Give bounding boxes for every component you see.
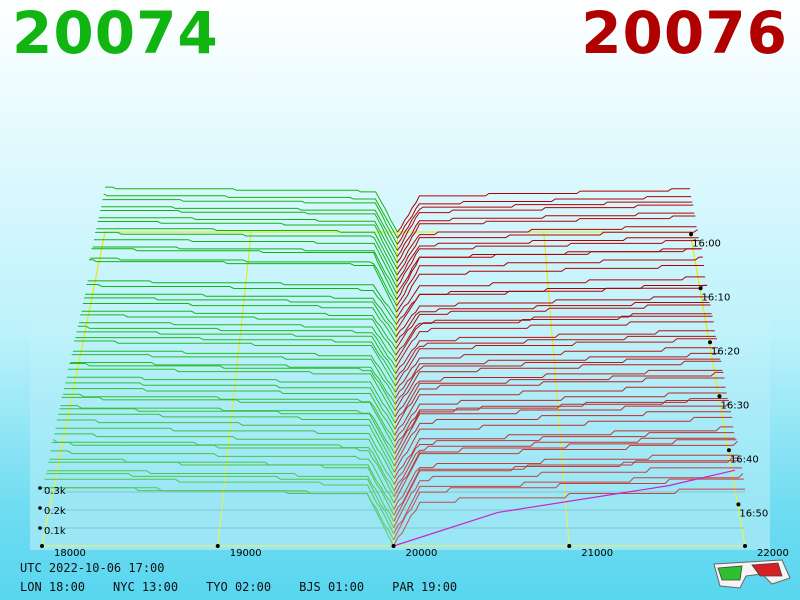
time-tick-marker [736,502,741,507]
bid-price: 20074 [12,0,219,67]
price-tick-label: 21000 [581,548,613,559]
time-tick-label: 16:20 [711,346,740,357]
bid-depth-line [88,259,397,313]
time-tick-label: 16:00 [692,238,721,249]
bid-depth-line [93,239,398,288]
bid-depth-line [102,199,398,245]
price-tick-marker [743,544,747,548]
time-tick-label: 16:10 [702,292,731,303]
ask-depth-line [396,212,695,257]
bid-depth-line [91,248,398,300]
bid-depth-line [98,217,398,264]
clock-nyc: NYC 13:00 [113,580,179,594]
clock-tyo: TYO 02:00 [206,580,272,594]
volume-tick-label: 0.3k [44,486,66,497]
bid-depth-line [100,210,398,257]
ask-depth-line [396,229,698,276]
ask-depth-line [396,248,702,300]
time-tick-marker [689,232,694,237]
fog-overlay [30,290,770,550]
volume-tick-label: 0.2k [44,506,66,517]
ask-depth-line [396,226,697,270]
ask-baseline [393,469,736,547]
ask-depth-line [396,265,704,313]
volume-tick-marker [38,486,42,490]
price-tick-label: 19000 [230,548,262,559]
time-tick-label: 16:50 [739,508,768,519]
bid-depth-line [101,206,398,251]
ask-depth-line [396,240,700,288]
ask-depth-line [396,204,694,251]
bid-depth-line [96,228,398,276]
bid-depth-line [90,257,398,307]
bid-depth-line [87,280,397,319]
ask-depth-line [397,196,692,239]
ask-depth-line [395,276,706,319]
price-tick-marker [567,544,572,548]
bid-depth-line [86,284,397,325]
ask-price: 20076 [581,0,788,67]
volume-tick-marker [38,526,42,530]
3d-glasses-icon[interactable] [712,556,792,592]
bid-depth-line [103,193,398,239]
volume-tick-marker [38,506,42,510]
bid-depth-line [105,186,398,233]
clock-bjs: BJS 01:00 [299,580,365,594]
price-tick-marker [215,544,220,548]
price-tick-label: 22000 [757,548,789,559]
bid-depth-line [97,221,398,270]
time-tick-marker [708,340,713,345]
price-tick-label: 20000 [406,548,438,559]
time-tick-label: 16:40 [730,454,759,465]
volume-tick-label: 0.1k [44,526,66,537]
world-clocks: LON 18:00 NYC 13:00 TYO 02:00 BJS 01:00 … [20,580,457,594]
clock-lon: LON 18:00 [20,580,86,594]
clock-par: PAR 19:00 [392,580,458,594]
ask-depth-line [396,256,703,307]
utc-time: UTC 2022-10-06 17:00 [20,561,165,575]
price-tick-marker [391,544,396,548]
ask-depth-line [397,188,690,233]
ask-depth-line [396,215,696,264]
time-tick-label: 16:30 [720,400,749,411]
time-tick-marker [717,394,722,399]
time-tick-marker [726,448,731,453]
time-tick-marker [698,286,703,291]
ask-depth-line [396,237,699,282]
price-tick-marker [40,544,44,548]
ask-depth-line [396,201,693,245]
bid-depth-line [92,246,398,294]
bid-depth-line [95,231,398,282]
price-tick-label: 18000 [54,548,86,559]
